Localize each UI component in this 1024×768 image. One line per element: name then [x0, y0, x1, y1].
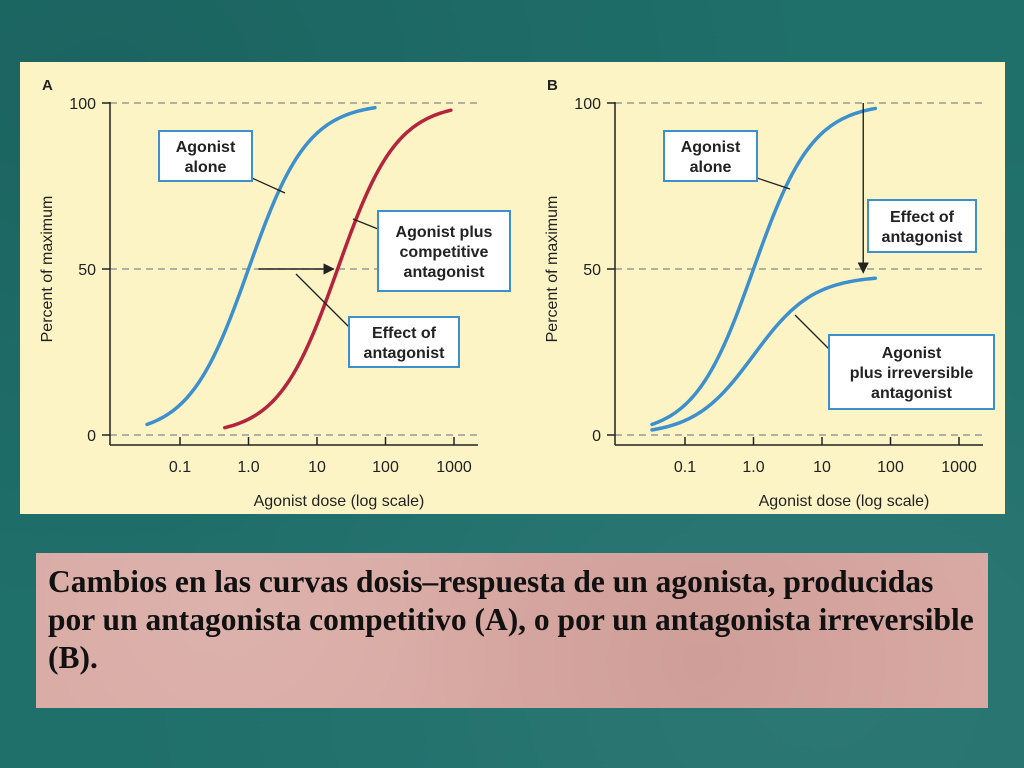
- leader-line: [352, 218, 379, 230]
- y-tick-label: 0: [592, 428, 601, 445]
- y-axis-label: Percent of maximum: [39, 196, 56, 343]
- competitive-label-text: Agonist plus: [396, 224, 493, 241]
- effect-label-text: Effect of: [890, 209, 955, 226]
- x-tick-label: 0.1: [674, 459, 696, 476]
- leader-line: [295, 273, 350, 328]
- caption-box: Cambios en las curvas dosis–respuesta de…: [36, 553, 988, 708]
- agonist-alone-label-text: alone: [185, 159, 227, 176]
- x-tick-label: 0.1: [169, 459, 191, 476]
- leader-line: [756, 177, 791, 190]
- chart-panel-b: B 0 50 100 0.1 1.0 10 100 1000 Agonist dose (log …: [544, 77, 995, 510]
- irreversible-label-box: [828, 334, 995, 410]
- x-tick-label: 1000: [941, 459, 977, 476]
- effect-label-text: antagonist: [364, 345, 446, 362]
- agonist-alone-label-box: [663, 130, 758, 182]
- agonist-alone-label-text: Agonist: [681, 139, 741, 156]
- effect-label-text: Effect of: [372, 325, 437, 342]
- x-tick-label: 10: [813, 459, 831, 476]
- chart-panel-a: A 0 50 100 0.1 1.0 10 100 1000 Agonist dose (log …: [39, 77, 511, 510]
- x-tick-label: 1.0: [237, 459, 259, 476]
- y-tick-label: 0: [87, 428, 96, 445]
- x-axis-label: Agonist dose (log scale): [759, 493, 930, 510]
- competitive-label-box: [377, 210, 511, 292]
- y-tick-label: 50: [78, 262, 96, 279]
- agonist-alone-label-box: [158, 130, 253, 182]
- y-tick-label: 100: [574, 96, 601, 113]
- figure-panel: A 0 50 100 0.1 1.0 10 100 1000 Agonist dose (log …: [20, 62, 1005, 514]
- caption-text: Cambios en las curvas dosis–respuesta de…: [48, 564, 974, 675]
- agonist-alone-label-text: Agonist: [176, 139, 236, 156]
- effect-label-box: [867, 199, 977, 253]
- leader-line: [251, 177, 286, 194]
- x-tick-label: 1.0: [742, 459, 764, 476]
- competitive-label-text: competitive: [400, 244, 489, 261]
- panel-label: A: [42, 77, 53, 94]
- x-axis-label: Agonist dose (log scale): [254, 493, 425, 510]
- x-tick-label: 100: [877, 459, 904, 476]
- curve-irreversible: [650, 276, 878, 432]
- leader-line: [794, 314, 830, 350]
- y-axis-label: Percent of maximum: [544, 196, 561, 343]
- irreversible-label-text: plus irreversible: [850, 365, 974, 382]
- x-tick-label: 10: [308, 459, 326, 476]
- x-tick-label: 100: [372, 459, 399, 476]
- x-tick-label: 1000: [436, 459, 472, 476]
- panel-label: B: [547, 77, 558, 94]
- irreversible-label-text: Agonist: [882, 345, 942, 362]
- effect-label-box: [348, 316, 460, 368]
- agonist-alone-label-text: alone: [690, 159, 732, 176]
- y-tick-label: 100: [69, 96, 96, 113]
- curve-alone: [650, 106, 878, 427]
- curve-competitive: [223, 108, 453, 430]
- irreversible-label-text: antagonist: [871, 385, 953, 402]
- competitive-label-text: antagonist: [404, 264, 486, 281]
- y-tick-label: 50: [583, 262, 601, 279]
- curve-alone: [145, 105, 377, 427]
- effect-label-text: antagonist: [882, 229, 964, 246]
